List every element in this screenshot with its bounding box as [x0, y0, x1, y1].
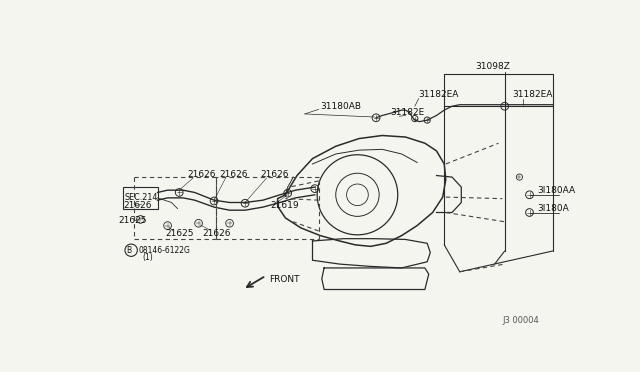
Text: B: B — [126, 246, 131, 255]
Text: 21625: 21625 — [165, 229, 194, 238]
Text: 31182EA: 31182EA — [419, 90, 459, 99]
Text: J3 00004: J3 00004 — [502, 316, 539, 325]
Text: 31182E: 31182E — [390, 108, 424, 117]
Text: 21626: 21626 — [220, 170, 248, 179]
Text: 21625: 21625 — [119, 217, 147, 225]
Bar — [124, 187, 157, 209]
Text: 21626: 21626 — [260, 170, 289, 179]
Text: SEC.214: SEC.214 — [125, 193, 158, 202]
Text: 3I180A: 3I180A — [537, 204, 569, 213]
Text: 21626: 21626 — [124, 201, 152, 210]
Text: FRONT: FRONT — [269, 275, 300, 284]
Text: 31182EA: 31182EA — [513, 90, 553, 99]
Text: 31180AB: 31180AB — [320, 102, 361, 111]
Text: (1): (1) — [142, 253, 153, 262]
Text: 31098Z: 31098Z — [476, 62, 510, 71]
Text: 21626: 21626 — [202, 229, 231, 238]
Text: 21619: 21619 — [271, 201, 300, 210]
Text: 08146-6122G: 08146-6122G — [139, 246, 191, 255]
Text: 3I180AA: 3I180AA — [537, 186, 575, 195]
Text: 21626: 21626 — [187, 170, 216, 179]
